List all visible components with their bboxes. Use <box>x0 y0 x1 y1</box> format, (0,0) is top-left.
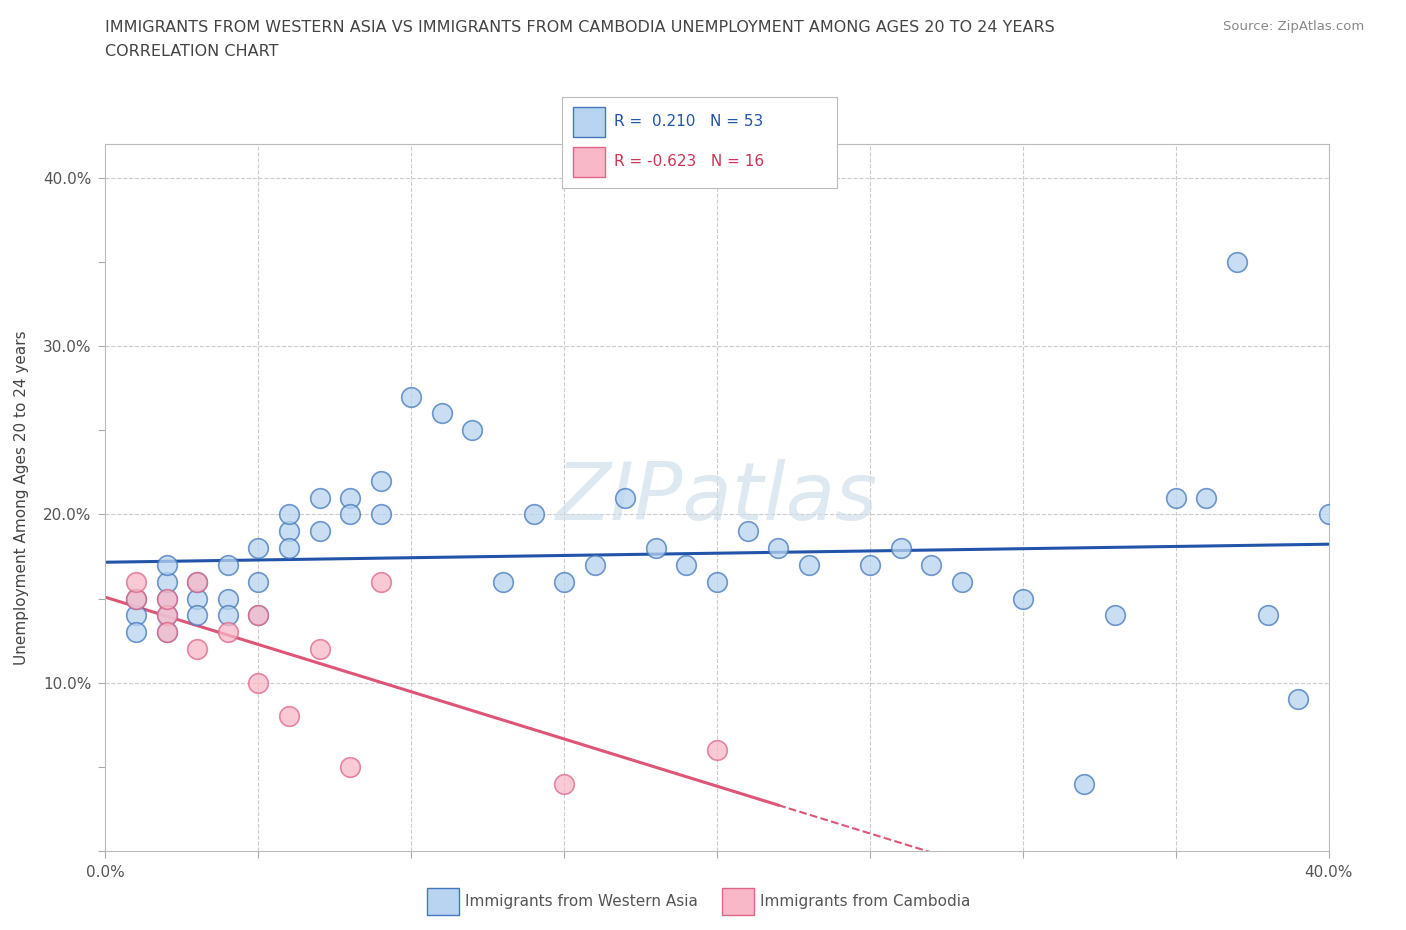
Point <box>125 625 148 640</box>
Point <box>247 574 270 589</box>
Point <box>492 574 515 589</box>
Point <box>1073 777 1095 791</box>
Point <box>277 507 299 522</box>
Point <box>125 608 148 623</box>
Point <box>1256 608 1278 623</box>
Point <box>186 642 208 657</box>
Point <box>277 540 299 555</box>
Y-axis label: Unemployment Among Ages 20 to 24 years: Unemployment Among Ages 20 to 24 years <box>14 330 30 665</box>
Text: R =  0.210   N = 53: R = 0.210 N = 53 <box>614 113 763 129</box>
Bar <box>721 888 755 914</box>
Point <box>339 507 361 522</box>
Point <box>614 490 637 505</box>
Point <box>920 557 942 572</box>
Point <box>217 591 239 606</box>
Point <box>339 490 361 505</box>
Point <box>155 591 177 606</box>
Point <box>706 574 728 589</box>
Point <box>186 574 208 589</box>
Point <box>1286 692 1309 707</box>
Point <box>277 524 299 538</box>
Point <box>461 423 484 438</box>
Point <box>277 709 299 724</box>
Bar <box>574 147 605 177</box>
Text: Source: ZipAtlas.com: Source: ZipAtlas.com <box>1223 20 1364 33</box>
Point <box>155 574 177 589</box>
Text: R = -0.623   N = 16: R = -0.623 N = 16 <box>614 154 765 169</box>
Point <box>553 574 575 589</box>
Point <box>370 507 392 522</box>
Point <box>1195 490 1218 505</box>
Text: ZIPatlas: ZIPatlas <box>555 458 879 537</box>
Bar <box>574 107 605 137</box>
Point <box>1164 490 1187 505</box>
Point <box>1226 255 1249 270</box>
Point <box>950 574 973 589</box>
Point <box>583 557 606 572</box>
Point <box>186 608 208 623</box>
Point <box>125 574 148 589</box>
Text: IMMIGRANTS FROM WESTERN ASIA VS IMMIGRANTS FROM CAMBODIA UNEMPLOYMENT AMONG AGES: IMMIGRANTS FROM WESTERN ASIA VS IMMIGRAN… <box>105 20 1054 35</box>
Point <box>217 608 239 623</box>
Point <box>1011 591 1033 606</box>
Text: CORRELATION CHART: CORRELATION CHART <box>105 44 278 59</box>
Point <box>768 540 790 555</box>
Point <box>247 608 270 623</box>
Point <box>889 540 911 555</box>
Point <box>675 557 697 572</box>
Point <box>186 574 208 589</box>
Point <box>737 524 759 538</box>
Point <box>308 642 330 657</box>
Point <box>706 742 728 757</box>
Point <box>1104 608 1126 623</box>
Point <box>859 557 882 572</box>
Point <box>247 675 270 690</box>
Point <box>155 591 177 606</box>
Bar <box>426 888 458 914</box>
Point <box>186 591 208 606</box>
Text: Immigrants from Western Asia: Immigrants from Western Asia <box>465 894 697 909</box>
Point <box>125 591 148 606</box>
Point <box>308 524 330 538</box>
Point <box>155 608 177 623</box>
Point <box>399 389 422 404</box>
Point <box>247 540 270 555</box>
Point <box>370 473 392 488</box>
Point <box>247 608 270 623</box>
Point <box>370 574 392 589</box>
Point <box>1317 507 1340 522</box>
Point <box>217 557 239 572</box>
Point <box>553 777 575 791</box>
Point <box>217 625 239 640</box>
Point <box>308 490 330 505</box>
Point <box>155 625 177 640</box>
Point <box>797 557 820 572</box>
Point <box>339 760 361 775</box>
Point <box>155 608 177 623</box>
Point <box>125 591 148 606</box>
Text: Immigrants from Cambodia: Immigrants from Cambodia <box>761 894 970 909</box>
Point <box>155 557 177 572</box>
Point <box>155 625 177 640</box>
Point <box>644 540 666 555</box>
Point <box>523 507 546 522</box>
Point <box>430 406 453 421</box>
